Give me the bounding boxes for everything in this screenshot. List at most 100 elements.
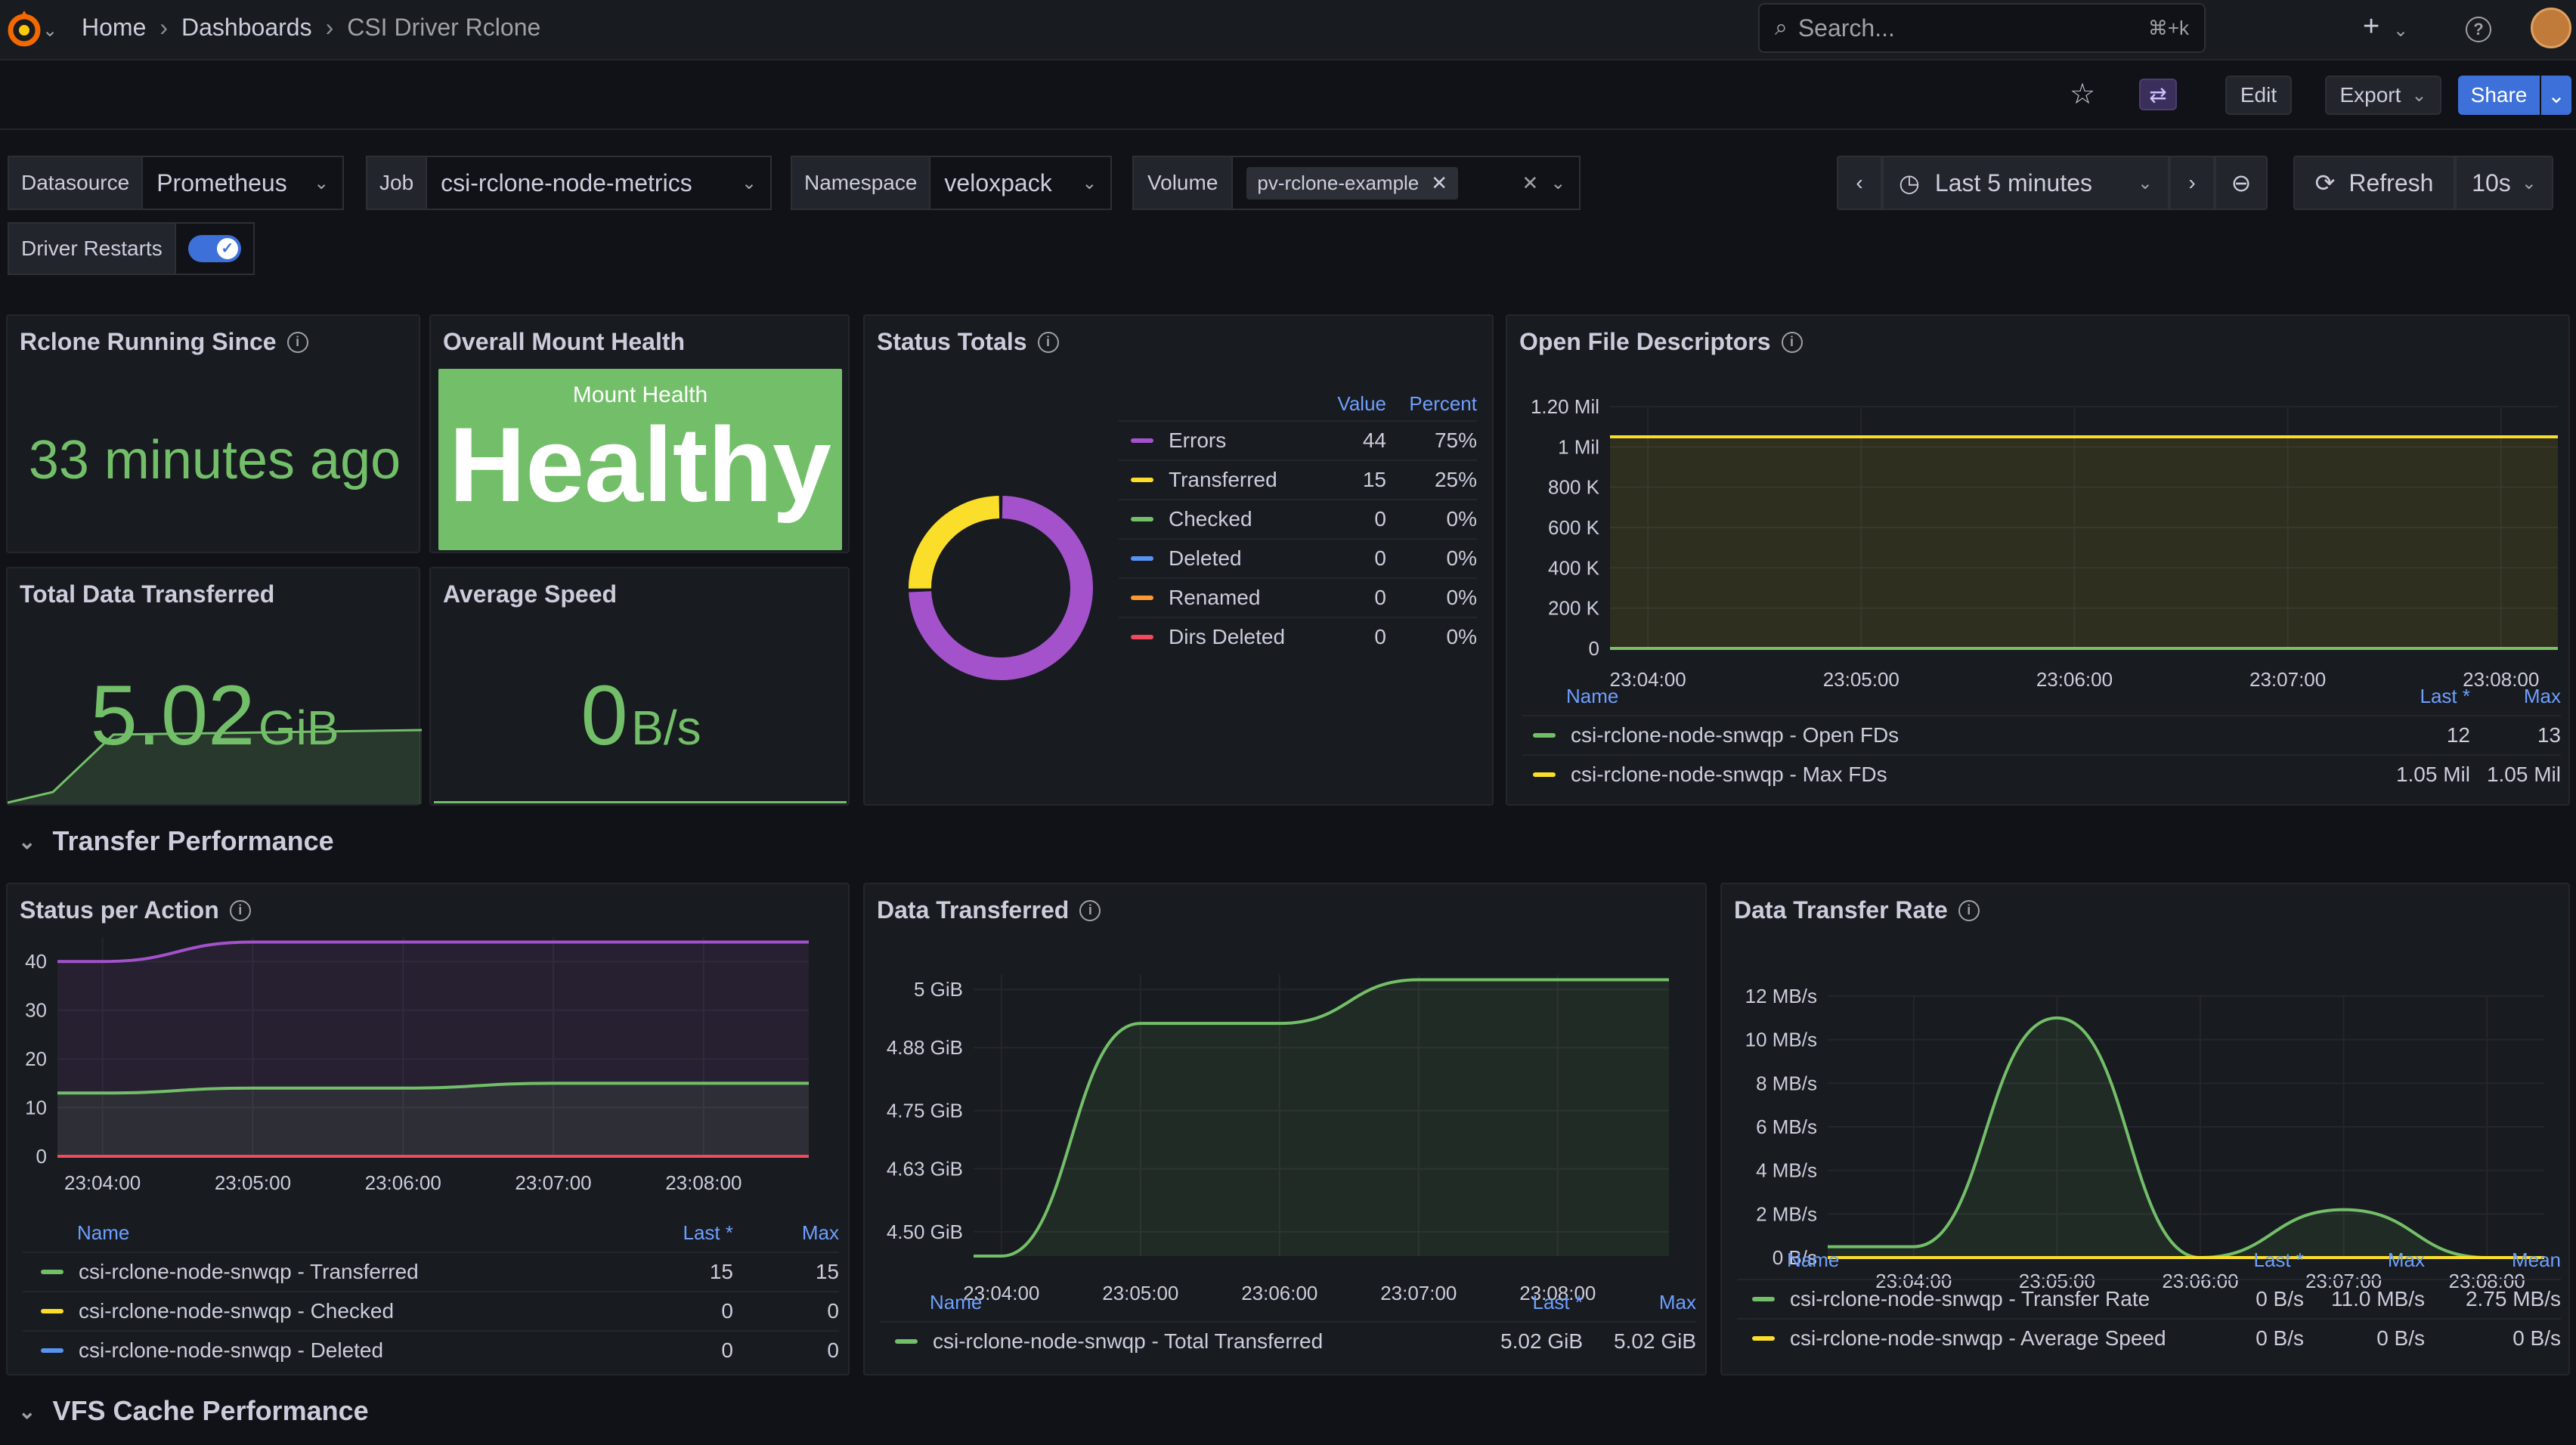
time-back-button[interactable]: ‹ (1837, 156, 1882, 210)
star-icon[interactable]: ☆ (2070, 79, 2096, 110)
col-name[interactable]: Name (1787, 1248, 1840, 1271)
col-last[interactable]: Last * (2420, 684, 2471, 707)
series-line[interactable] (973, 978, 1669, 1258)
var-volume-label: Volume (1132, 156, 1234, 210)
legend-row[interactable]: csi-rclone-node-snwqp - Max FDs 1.05 Mil 1… (1522, 754, 2561, 794)
y-tick-label: 4.75 GiB (887, 1100, 963, 1122)
info-icon[interactable]: i (1958, 899, 1980, 921)
info-icon[interactable]: i (1079, 899, 1101, 921)
chip-close-icon[interactable]: ✕ (1431, 171, 1448, 194)
var-namespace-select[interactable]: veloxpack ⌄ (930, 156, 1113, 210)
legend-row[interactable]: Renamed 0 0% (1119, 577, 1477, 617)
edit-button[interactable]: Edit (2225, 76, 2292, 115)
share-button[interactable]: Share (2458, 76, 2540, 115)
legend-row[interactable]: csi-rclone-node-snwqp - Average Speed 0 B… (1737, 1318, 2561, 1357)
toggle-icon[interactable]: ⇄ (2139, 79, 2177, 110)
legend-series: csi-rclone-node-snwqp - Transferred (23, 1260, 627, 1284)
info-icon[interactable]: i (1781, 331, 1803, 353)
time-forward-button[interactable]: › (2169, 156, 2215, 210)
time-range-button[interactable]: ◷ Last 5 minutes ⌄ (1882, 156, 2169, 210)
legend-row[interactable]: Errors 44 75% (1119, 420, 1477, 459)
col-last[interactable]: Last * (1532, 1290, 1584, 1313)
legend-row[interactable]: Transferred 15 25% (1119, 459, 1477, 499)
y-tick-label: 10 (25, 1097, 47, 1119)
toggle-switch[interactable]: ✓ (187, 235, 241, 262)
search-icon: ⌕ (1775, 15, 1788, 40)
info-icon[interactable]: i (1037, 331, 1059, 353)
info-icon[interactable]: i (286, 331, 308, 353)
chevron-down-icon: ⌄ (2547, 83, 2565, 107)
legend-series: csi-rclone-node-snwqp - Transfer Rate (1737, 1287, 2198, 1311)
legend-row[interactable]: Checked 0 0% (1119, 499, 1477, 538)
y-tick-label: 5 GiB (914, 978, 963, 1001)
col-mean[interactable]: Mean (2511, 1248, 2561, 1271)
status-per-action-legend: Name Last * Max csi-rclone-node-snwqp - … (23, 1214, 839, 1369)
panel-title: Open File Descriptors i (1519, 328, 1803, 356)
help-icon[interactable]: ? (2466, 17, 2491, 42)
breadcrumb-home[interactable]: Home (82, 14, 147, 41)
section-vfs[interactable]: ⌄ VFS Cache Performance (18, 1395, 369, 1427)
running-since-value: 33 minutes ago (28, 430, 401, 490)
clear-icon[interactable]: ✕ (1522, 171, 1539, 194)
y-tick-label: 40 (25, 950, 47, 973)
total-data-sparkline (8, 729, 422, 804)
grafana-logo-icon[interactable] (3, 8, 45, 50)
col-name[interactable]: Name (1566, 684, 1619, 707)
col-percent[interactable]: Percent (1409, 391, 1477, 415)
col-max[interactable]: Max (1658, 1290, 1696, 1313)
series-line[interactable] (57, 940, 809, 964)
series-last: 12 (2446, 723, 2470, 747)
var-namespace-label: Namespace (791, 156, 931, 210)
series-area (974, 979, 1669, 1256)
col-last[interactable]: Last * (683, 1221, 734, 1244)
y-tick-label: 6 MB/s (1756, 1115, 1817, 1138)
series-max: 11.0 MB/s (2331, 1287, 2425, 1310)
info-icon[interactable]: i (229, 899, 251, 921)
col-max[interactable]: Max (2387, 1248, 2425, 1271)
series-line[interactable] (57, 1081, 809, 1095)
series-line[interactable] (1827, 1016, 2544, 1260)
var-driver-restarts-label: Driver Restarts (8, 222, 176, 275)
chevron-down-icon[interactable]: ⌄ (2393, 20, 2409, 41)
chevron-down-icon[interactable]: ⌄ (42, 20, 58, 41)
avg-speed-value: 0 B/s (431, 667, 851, 764)
refresh-button[interactable]: ⟳ Refresh (2293, 156, 2455, 210)
col-value[interactable]: Value (1337, 391, 1386, 415)
col-name[interactable]: Name (930, 1290, 983, 1313)
var-datasource-select[interactable]: Prometheus ⌄ (143, 156, 345, 210)
legend-row[interactable]: csi-rclone-node-snwqp - Transfer Rate 0 B… (1737, 1279, 2561, 1318)
var-job-select[interactable]: csi-rclone-node-metrics ⌄ (427, 156, 772, 210)
col-max[interactable]: Max (2523, 684, 2561, 707)
legend-row[interactable]: csi-rclone-node-snwqp - Checked 0 0 (23, 1291, 839, 1330)
section-transfer[interactable]: ⌄ Transfer Performance (18, 825, 334, 857)
series-percent: 0% (1446, 546, 1477, 570)
col-max[interactable]: Max (801, 1221, 839, 1244)
driver-restarts-toggle[interactable]: ✓ (175, 222, 255, 275)
breadcrumb-dashboards[interactable]: Dashboards (181, 14, 312, 41)
chevron-down-icon: ⌄ (18, 829, 36, 853)
legend-row[interactable]: csi-rclone-node-snwqp - Total Transferre… (880, 1321, 1696, 1360)
col-name[interactable]: Name (77, 1221, 130, 1244)
export-button[interactable]: Export ⌄ (2325, 76, 2441, 115)
legend-row[interactable]: csi-rclone-node-snwqp - Deleted 0 0 (23, 1330, 839, 1369)
search-input[interactable]: ⌕ Search... ⌘+k (1758, 3, 2206, 53)
x-tick-label: 23:06:00 (2036, 668, 2113, 686)
legend-row[interactable]: Dirs Deleted 0 0% (1119, 617, 1477, 656)
x-tick-label: 23:04:00 (64, 1171, 141, 1194)
transfer-rate-legend: Name Last * Max Mean csi-rclone-node-snw… (1737, 1241, 2561, 1357)
series-max: 0 (827, 1299, 839, 1323)
var-volume-select[interactable]: pv-rclone-example ✕ ✕ ⌄ (1233, 156, 1581, 210)
legend-row[interactable]: Deleted 0 0% (1119, 538, 1477, 577)
share-dropdown-button[interactable]: ⌄ (2541, 76, 2571, 115)
col-last[interactable]: Last * (2253, 1248, 2305, 1271)
x-tick-label: 23:05:00 (1102, 1282, 1178, 1304)
refresh-interval-select[interactable]: 10s ⌄ (2455, 156, 2553, 210)
legend-row[interactable]: csi-rclone-node-snwqp - Open FDs 12 13 (1522, 715, 2561, 754)
legend-row[interactable]: csi-rclone-node-snwqp - Transferred 15 15 (23, 1252, 839, 1291)
x-tick-label: 23:06:00 (1241, 1282, 1317, 1304)
donut-slice-transferred[interactable] (909, 496, 1000, 589)
series-color-swatch (1131, 517, 1153, 521)
plus-icon[interactable]: + (2363, 11, 2380, 42)
zoom-out-icon[interactable]: ⊖ (2215, 156, 2268, 210)
avatar[interactable] (2531, 8, 2571, 48)
